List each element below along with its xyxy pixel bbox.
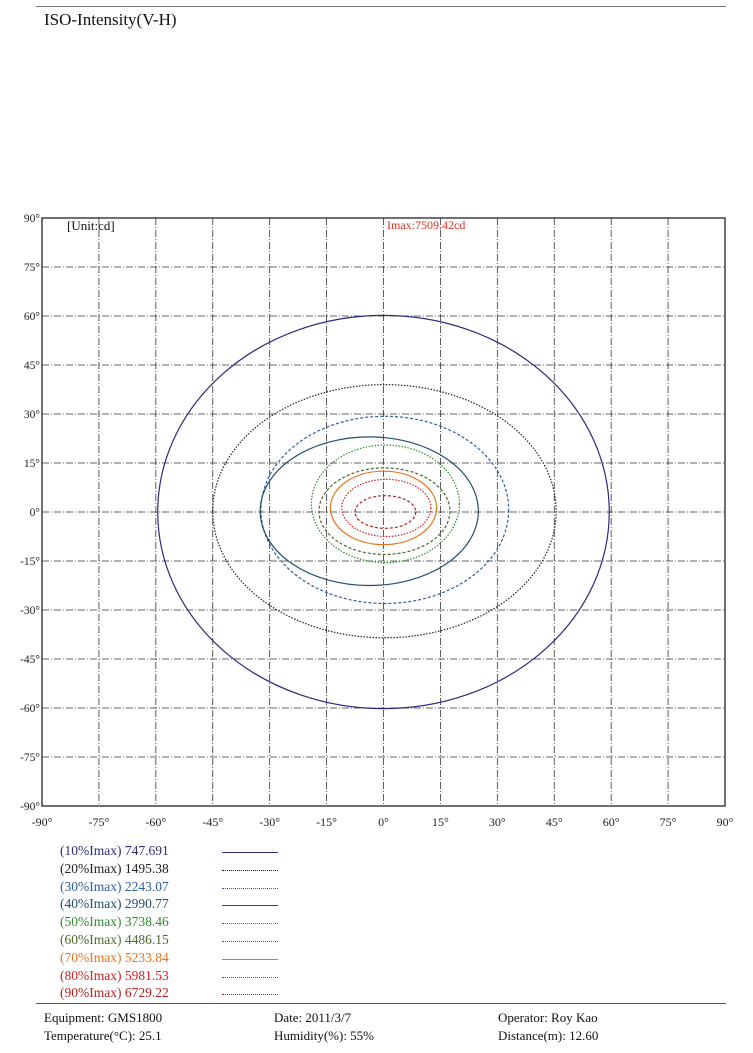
x-tick-label: -90°	[32, 815, 53, 829]
x-tick-label: -30°	[259, 815, 280, 829]
legend-label: (30%Imax) 2243.07	[60, 878, 169, 894]
iso-intensity-chart: -90° -75° -60° -45° -30° -15° 0° 15° 30° 45° 60° 75…	[20, 213, 734, 829]
legend-line-sample	[222, 994, 278, 996]
legend-item: (10%Imax) 747.691	[60, 843, 300, 861]
y-tick-label: -30°	[20, 605, 40, 617]
legend-label: (60%Imax) 4486.15	[60, 931, 169, 947]
unit-label: [Unit:cd]	[67, 218, 115, 233]
legend-item: (60%Imax) 4486.15	[60, 932, 300, 950]
contour-line	[260, 415, 510, 605]
page-title: ISO-Intensity(V-H)	[44, 10, 177, 29]
contour-line	[259, 436, 479, 587]
x-tick-label: -75°	[89, 815, 110, 829]
y-tick-label: 60°	[24, 311, 41, 323]
distance-label: Distance(m): 12.60	[498, 1028, 599, 1043]
legend-item: (90%Imax) 6729.22	[60, 985, 300, 1003]
contour-series	[157, 314, 610, 710]
x-tick-label: 45°	[546, 815, 563, 829]
y-tick-label: 0°	[30, 507, 41, 519]
legend-label: (50%Imax) 3738.46	[60, 914, 169, 930]
legend-line-sample	[222, 869, 278, 871]
legend-label: (20%Imax) 1495.38	[60, 860, 169, 876]
axis-ticks: -90° -75° -60° -45° -30° -15° 0° 15° 30° 45° 60° 75…	[20, 213, 734, 829]
legend-line-sample	[222, 976, 278, 978]
footer-rule	[36, 1003, 726, 1004]
legend-item: (70%Imax) 5233.84	[60, 950, 300, 968]
date-label: Date: 2011/3/7	[274, 1010, 352, 1025]
contour-line	[318, 467, 451, 556]
legend-label: (70%Imax) 5233.84	[60, 949, 169, 965]
contour-line	[212, 383, 557, 639]
x-tick-label: 30°	[489, 815, 506, 829]
temperature-label: Temperature(°C): 25.1	[44, 1028, 162, 1043]
humidity-label: Humidity(%): 55%	[274, 1028, 375, 1043]
legend-label: (90%Imax) 6729.22	[60, 985, 169, 1001]
legend-item: (30%Imax) 2243.07	[60, 879, 300, 897]
x-tick-label: -15°	[316, 815, 337, 829]
legend-line-sample	[222, 852, 278, 853]
x-tick-label: -45°	[202, 815, 223, 829]
x-tick-label: 75°	[660, 815, 677, 829]
legend: (10%Imax) 747.691 (20%Imax) 1495.38 (30%Im…	[60, 843, 300, 1003]
legend-line-sample	[222, 923, 278, 925]
legend-line-sample	[222, 958, 278, 960]
legend-item: (80%Imax) 5981.53	[60, 968, 300, 986]
y-tick-label: -90°	[20, 801, 40, 813]
x-tick-label: 60°	[603, 815, 620, 829]
y-tick-label: -45°	[20, 654, 40, 666]
y-tick-label: -75°	[20, 752, 40, 764]
x-tick-label: 90°	[717, 815, 734, 829]
x-tick-label: -60°	[145, 815, 166, 829]
legend-label: (80%Imax) 5981.53	[60, 967, 169, 983]
contour-line	[354, 495, 417, 529]
y-tick-label: 30°	[24, 409, 41, 421]
x-tick-label: 0°	[378, 815, 389, 829]
x-tick-label: 15°	[432, 815, 449, 829]
contour-line	[329, 470, 438, 546]
imax-label: Imax:7509.42cd	[387, 218, 465, 232]
legend-item: (40%Imax) 2990.77	[60, 896, 300, 914]
y-tick-label: -60°	[20, 703, 40, 715]
legend-item: (50%Imax) 3738.46	[60, 914, 300, 932]
y-tick-label: 15°	[24, 458, 41, 470]
contour-line	[341, 478, 432, 538]
legend-line-sample	[222, 905, 278, 907]
operator-label: Operator: Roy Kao	[498, 1010, 598, 1025]
legend-line-sample	[222, 887, 278, 889]
legend-label: (10%Imax) 747.691	[60, 843, 169, 858]
legend-label: (40%Imax) 2990.77	[60, 896, 169, 912]
legend-item: (20%Imax) 1495.38	[60, 861, 300, 879]
grid	[41, 217, 726, 807]
y-tick-label: 45°	[24, 360, 41, 372]
equipment-label: Equipment: GMS1800	[44, 1010, 163, 1025]
top-rule	[36, 6, 726, 7]
y-tick-label: 75°	[24, 262, 41, 274]
y-tick-label: -15°	[20, 556, 40, 568]
contour-line	[310, 444, 460, 564]
legend-line-sample	[222, 940, 278, 942]
y-tick-label: 90°	[24, 213, 41, 225]
contour-line	[157, 314, 610, 710]
